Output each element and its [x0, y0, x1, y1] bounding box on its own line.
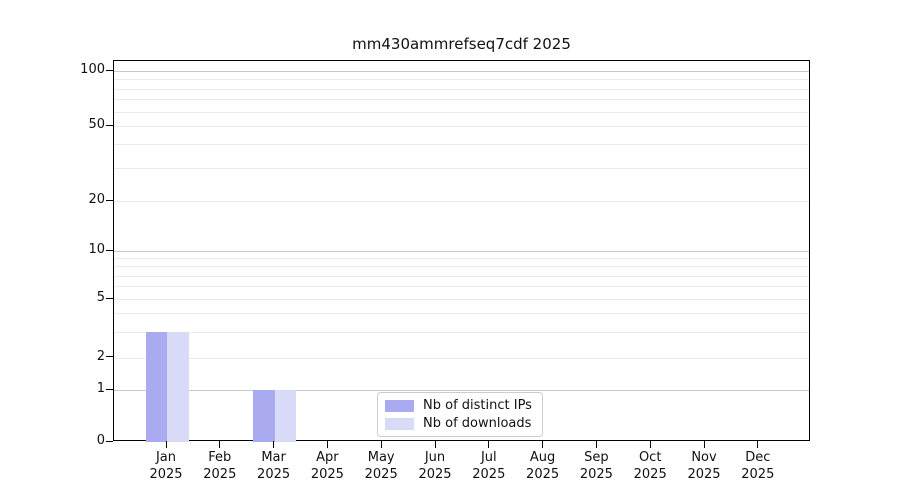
y-tick-mark: [106, 297, 113, 299]
legend-swatch-downloads: [385, 418, 414, 430]
y-tick-label: 1: [96, 381, 105, 396]
y-tick-label: 5: [96, 290, 105, 305]
x-tick-label: Aug 2025: [526, 450, 560, 482]
gridline-minor: [114, 313, 809, 315]
gridline-minor: [114, 331, 809, 333]
y-tick-label: 2: [96, 348, 105, 364]
y-tick-mark: [106, 356, 113, 357]
gridline-minor: [114, 88, 809, 90]
gridline-minor: [114, 286, 809, 288]
x-tick-label: Mar 2025: [257, 450, 291, 482]
x-tick-label: Apr 2025: [310, 450, 344, 482]
gridline-minor: [114, 79, 809, 81]
y-tick-mark: [106, 440, 113, 442]
gridline-minor: [114, 99, 809, 101]
gridline-minor: [114, 111, 809, 113]
bar-downloads: [274, 390, 297, 442]
x-tick-mark: [649, 441, 651, 448]
legend-label-distinct-ips: Nb of distinct IPs: [423, 398, 532, 413]
gridline-major: [114, 390, 809, 391]
gridline-minor: [114, 144, 809, 146]
gridline-minor: [114, 299, 809, 300]
gridline-minor: [114, 167, 809, 169]
x-tick-mark: [273, 441, 275, 448]
x-tick-mark: [380, 441, 382, 448]
y-tick-label: 100: [80, 62, 105, 77]
bar-downloads: [167, 331, 189, 442]
x-tick-mark: [434, 441, 436, 448]
x-tick-label: Feb 2025: [203, 450, 237, 482]
chart-title: mm430ammrefseq7cdf 2025: [352, 35, 571, 53]
bar-distinct-ips: [253, 390, 275, 442]
gridline-major: [114, 251, 809, 252]
y-tick-label: 0: [96, 433, 105, 448]
gridline-minor: [114, 357, 809, 359]
gridline-major: [114, 71, 809, 72]
x-tick-mark: [757, 441, 759, 448]
x-tick-mark: [219, 441, 221, 448]
x-tick-mark: [488, 441, 490, 448]
x-tick-label: May 2025: [364, 450, 398, 482]
x-tick-mark: [326, 441, 328, 448]
x-tick-mark: [542, 441, 544, 448]
y-tick-mark: [106, 199, 113, 201]
x-tick-label: Jun 2025: [418, 450, 452, 482]
bar-distinct-ips: [145, 331, 167, 442]
plot-area: [113, 60, 810, 442]
x-tick-label: Jan 2025: [149, 450, 183, 482]
legend: Nb of distinct IPs Nb of downloads: [377, 392, 543, 437]
y-tick-mark: [106, 388, 113, 390]
x-tick-mark: [595, 441, 597, 448]
gridline-minor: [114, 201, 809, 202]
gridline-minor: [114, 275, 809, 277]
x-tick-label: Jul 2025: [472, 450, 506, 482]
x-tick-label: Nov 2025: [687, 450, 721, 482]
legend-swatch-distinct-ips: [385, 400, 414, 412]
gridline-minor: [114, 126, 809, 127]
y-tick-mark: [106, 124, 113, 126]
y-tick-label: 10: [88, 242, 105, 257]
x-tick-mark: [165, 441, 167, 448]
y-tick-label: 20: [88, 192, 105, 207]
x-tick-label: Oct 2025: [633, 450, 667, 482]
legend-label-downloads: Nb of downloads: [423, 416, 532, 431]
y-tick-label: 50: [88, 117, 105, 132]
y-tick-mark: [106, 249, 113, 251]
x-tick-label: Sep 2025: [579, 450, 613, 482]
y-tick-mark: [106, 69, 113, 71]
x-tick-label: Dec 2025: [741, 450, 775, 482]
legend-entry-downloads: Nb of downloads: [385, 416, 534, 432]
gridline-minor: [114, 266, 809, 268]
gridline-minor: [114, 258, 809, 260]
legend-entry-distinct-ips: Nb of distinct IPs: [385, 398, 534, 414]
x-tick-mark: [703, 441, 705, 448]
